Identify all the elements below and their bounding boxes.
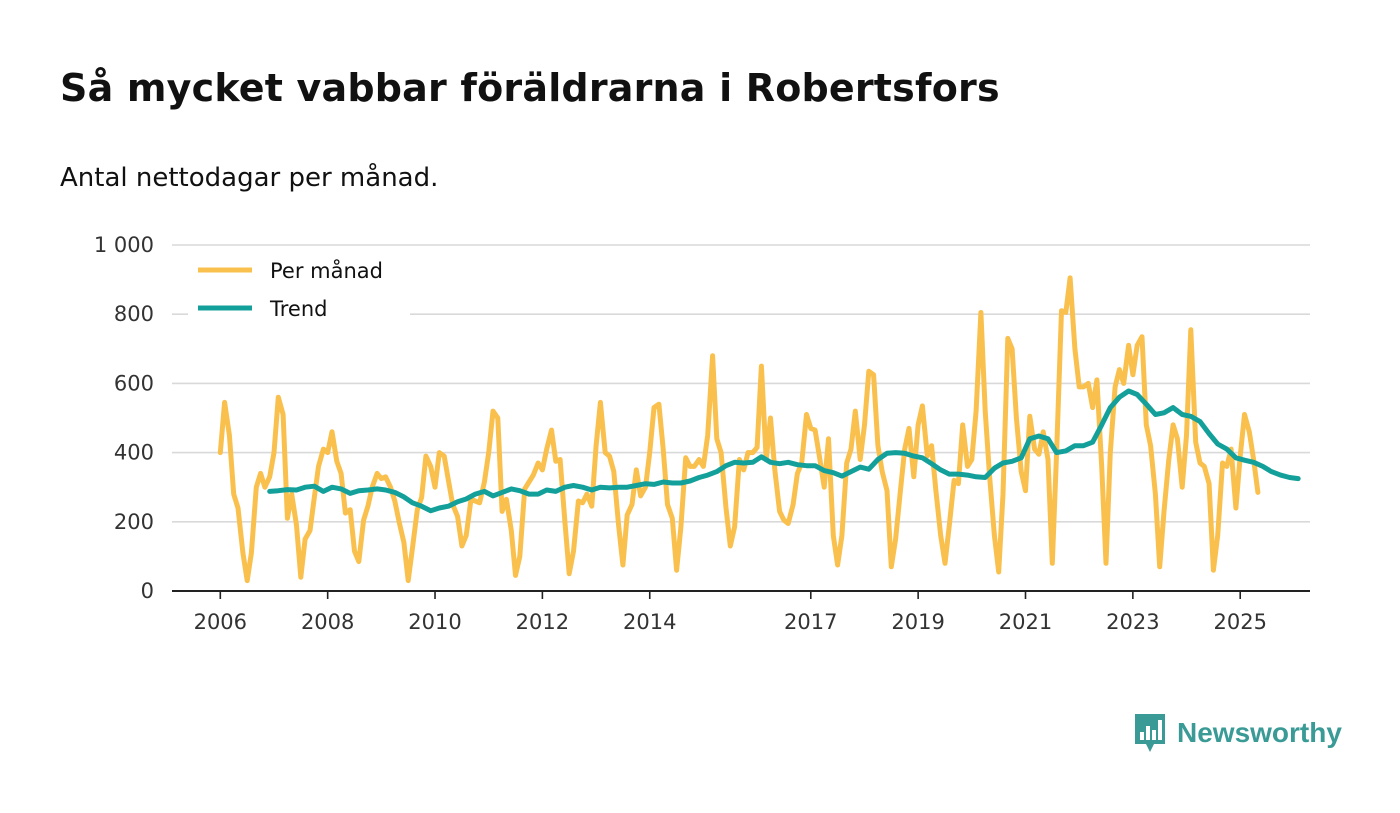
chart-subtitle: Antal nettodagar per månad.: [60, 163, 439, 193]
x-tick-label: 2006: [194, 610, 247, 634]
x-tick-label: 2014: [623, 610, 676, 634]
y-tick-label: 600: [114, 371, 154, 395]
x-tick-label: 2025: [1213, 610, 1266, 634]
y-axis-ticks: 0 200 400 600 800 1 000: [94, 233, 154, 603]
x-tick-label: 2012: [516, 610, 569, 634]
legend-label: Per månad: [270, 258, 383, 283]
x-tick-label: 2023: [1106, 610, 1159, 634]
y-tick-label: 400: [114, 441, 154, 465]
x-tick-label: 2017: [784, 610, 837, 634]
brand-name: Newsworthy: [1177, 717, 1342, 748]
newsworthy-brand: Newsworthy: [1133, 712, 1342, 754]
chart-title: Så mycket vabbar föräldrarna i Robertsfo…: [60, 66, 1000, 110]
y-tick-label: 1 000: [94, 233, 154, 257]
series-line-trend: [267, 388, 1301, 514]
y-tick-label: 800: [114, 302, 154, 326]
chart-legend: Per månad Trend: [188, 252, 410, 321]
x-tick-label: 2021: [999, 610, 1052, 634]
legend-label: Trend: [269, 297, 327, 321]
x-tick-label: 2019: [891, 610, 944, 634]
y-tick-label: 0: [141, 579, 154, 603]
x-tick-label: 2008: [301, 610, 354, 634]
y-tick-label: 200: [114, 510, 154, 534]
x-tick-label: 2010: [408, 610, 461, 634]
chart-series: [217, 275, 1301, 584]
newsworthy-logo-icon: [1135, 714, 1165, 752]
series-line-per-manad: [217, 275, 1261, 584]
x-axis-ticks: 2006 2008 2010 2012 2014 2017 2019 2021 2023 2025: [194, 591, 1267, 634]
